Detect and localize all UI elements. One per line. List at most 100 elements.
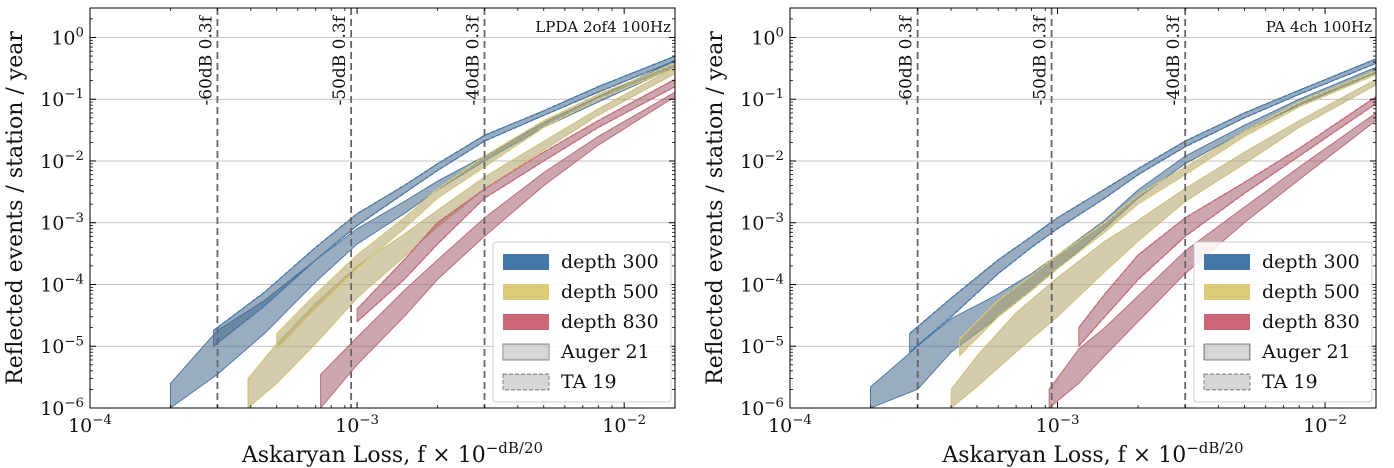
legend-swatch-depth-500 [503, 284, 549, 300]
x-tick-label-base: 10 [335, 415, 359, 437]
x-axis-label: Askaryan Loss, f × 10−dB/20 [241, 439, 543, 468]
y-tick-label-exp: −6 [764, 396, 784, 411]
legend-label: depth 500 [561, 281, 659, 303]
x-tick-label-exp: −4 [792, 413, 812, 428]
legend-label: depth 830 [561, 311, 659, 333]
x-tick-label: 10−4 [768, 413, 812, 437]
x-axis-label-exp: −dB/20 [486, 439, 543, 457]
y-tick-label-exp: −5 [64, 334, 84, 349]
band-depth-500-ta-19-edge [959, 70, 1376, 340]
y-tick-label-exp: 0 [76, 25, 84, 40]
threshold-label: -40dB 0.3f [464, 14, 484, 105]
band-depth-300-ta-19-edge [909, 58, 1376, 335]
threshold-label: -50dB 0.3f [1031, 14, 1051, 105]
x-axis-label-exp: −dB/20 [1186, 439, 1243, 457]
legend-swatch-ta-19 [502, 373, 550, 391]
band-depth-500-ta-19-edge [276, 62, 675, 335]
x-tick-label-base: 10 [602, 415, 626, 437]
y-tick-label-base: 10 [40, 398, 64, 420]
y-tick-label-exp: −1 [764, 87, 784, 102]
legend: depth 300 depth 500 depth 830 Auger 21 TA 19 [1193, 241, 1373, 403]
band-depth-300-ta-19-edge [909, 62, 1376, 353]
band-depth-830-auger-21-hatch [1049, 112, 1376, 408]
y-axis-label: Reflected events / station / year [3, 31, 28, 385]
plot-area [169, 55, 675, 408]
y-tick-label-base: 10 [40, 274, 64, 296]
y-tick-label-base: 10 [40, 151, 64, 173]
x-tick-label: 10−3 [1036, 413, 1080, 437]
x-tick-label-base: 10 [68, 415, 92, 437]
legend-swatch-depth-500 [1204, 284, 1250, 300]
y-tick-label-base: 10 [40, 89, 64, 111]
legend-label: Auger 21 [560, 341, 650, 363]
y-tick-label: 10−4 [40, 273, 84, 297]
y-tick-label-base: 10 [740, 398, 764, 420]
band-depth-830-ta-19-edge [1078, 103, 1376, 347]
band-depth-500-ta-19-edge [959, 74, 1376, 357]
band-depth-500-ta-19-edge [276, 67, 675, 350]
y-tick-label-base: 10 [51, 27, 75, 49]
y-tick-label-exp: −3 [64, 211, 84, 226]
y-tick-label-exp: −2 [64, 149, 84, 164]
band-depth-300-ta-19-edge [213, 60, 675, 347]
y-tick-label: 10−1 [740, 87, 784, 111]
threshold-label: -60dB 0.3f [196, 14, 216, 105]
threshold-label: -40dB 0.3f [1164, 14, 1184, 105]
legend-label: depth 830 [1262, 311, 1360, 333]
band-depth-300-auger-21-hatch [870, 67, 1376, 408]
band-depth-300-ta-19-edge [213, 55, 675, 332]
axes-frame [789, 7, 1377, 409]
legend-frame [1193, 241, 1373, 403]
legend-swatch-auger-21 [1203, 343, 1251, 361]
legend-swatch-depth-830 [503, 314, 549, 330]
x-tick-label-exp: −2 [626, 413, 646, 428]
x-tick-label-base: 10 [1036, 415, 1060, 437]
axes-frame [89, 7, 676, 409]
y-tick-label: 10−6 [40, 396, 84, 420]
y-tick-label: 10−6 [740, 396, 784, 420]
y-tick-label-exp: −3 [764, 211, 784, 226]
chart-title: LPDA 2of4 100Hz [535, 18, 671, 36]
y-tick-label: 10−3 [40, 211, 84, 235]
y-tick-label: 10−1 [40, 87, 84, 111]
y-tick-label-base: 10 [40, 336, 64, 358]
plot-area [870, 58, 1376, 408]
y-tick-label: 100 [751, 25, 784, 49]
x-tick-label: 10−4 [68, 413, 112, 437]
legend-label: depth 300 [561, 251, 659, 273]
y-tick-label: 100 [51, 25, 84, 49]
x-axis-label-text: Askaryan Loss, f × 10 [941, 443, 1186, 468]
y-tick-label-exp: −1 [64, 87, 84, 102]
x-tick-label-exp: −2 [1327, 413, 1347, 428]
x-tick-label-exp: −3 [1060, 413, 1080, 428]
band-depth-500-auger-21 [950, 78, 1376, 408]
y-tick-label: 10−2 [740, 149, 784, 173]
y-tick-label-base: 10 [40, 213, 64, 235]
x-tick-label: 10−2 [602, 413, 646, 437]
y-tick-label-exp: 0 [776, 25, 784, 40]
legend-label: depth 300 [1262, 251, 1360, 273]
legend-swatch-auger-21 [502, 343, 550, 361]
x-tick-label: 10−3 [335, 413, 379, 437]
threshold-label: -60dB 0.3f [897, 14, 917, 105]
x-tick-label-exp: −4 [92, 413, 112, 428]
legend-label: TA 19 [1262, 371, 1318, 393]
legend-swatch-depth-300 [1204, 254, 1250, 270]
threshold-label: -50dB 0.3f [330, 14, 350, 105]
y-tick-label-base: 10 [740, 213, 764, 235]
y-tick-label-base: 10 [740, 336, 764, 358]
y-tick-label-base: 10 [740, 151, 764, 173]
y-tick-label-exp: −5 [764, 334, 784, 349]
y-tick-label-exp: −6 [64, 396, 84, 411]
y-tick-label: 10−2 [40, 149, 84, 173]
y-axis-label: Reflected events / station / year [703, 31, 728, 385]
band-depth-830-ta-19-hatch [1078, 96, 1376, 347]
y-tick-label: 10−5 [40, 334, 84, 358]
y-tick-label-exp: −2 [764, 149, 784, 164]
x-tick-label: 10−2 [1303, 413, 1347, 437]
y-tick-label-exp: −4 [764, 273, 784, 288]
y-tick-label-base: 10 [740, 89, 764, 111]
legend: depth 300 depth 500 depth 830 Auger 21 TA 19 [492, 241, 672, 403]
